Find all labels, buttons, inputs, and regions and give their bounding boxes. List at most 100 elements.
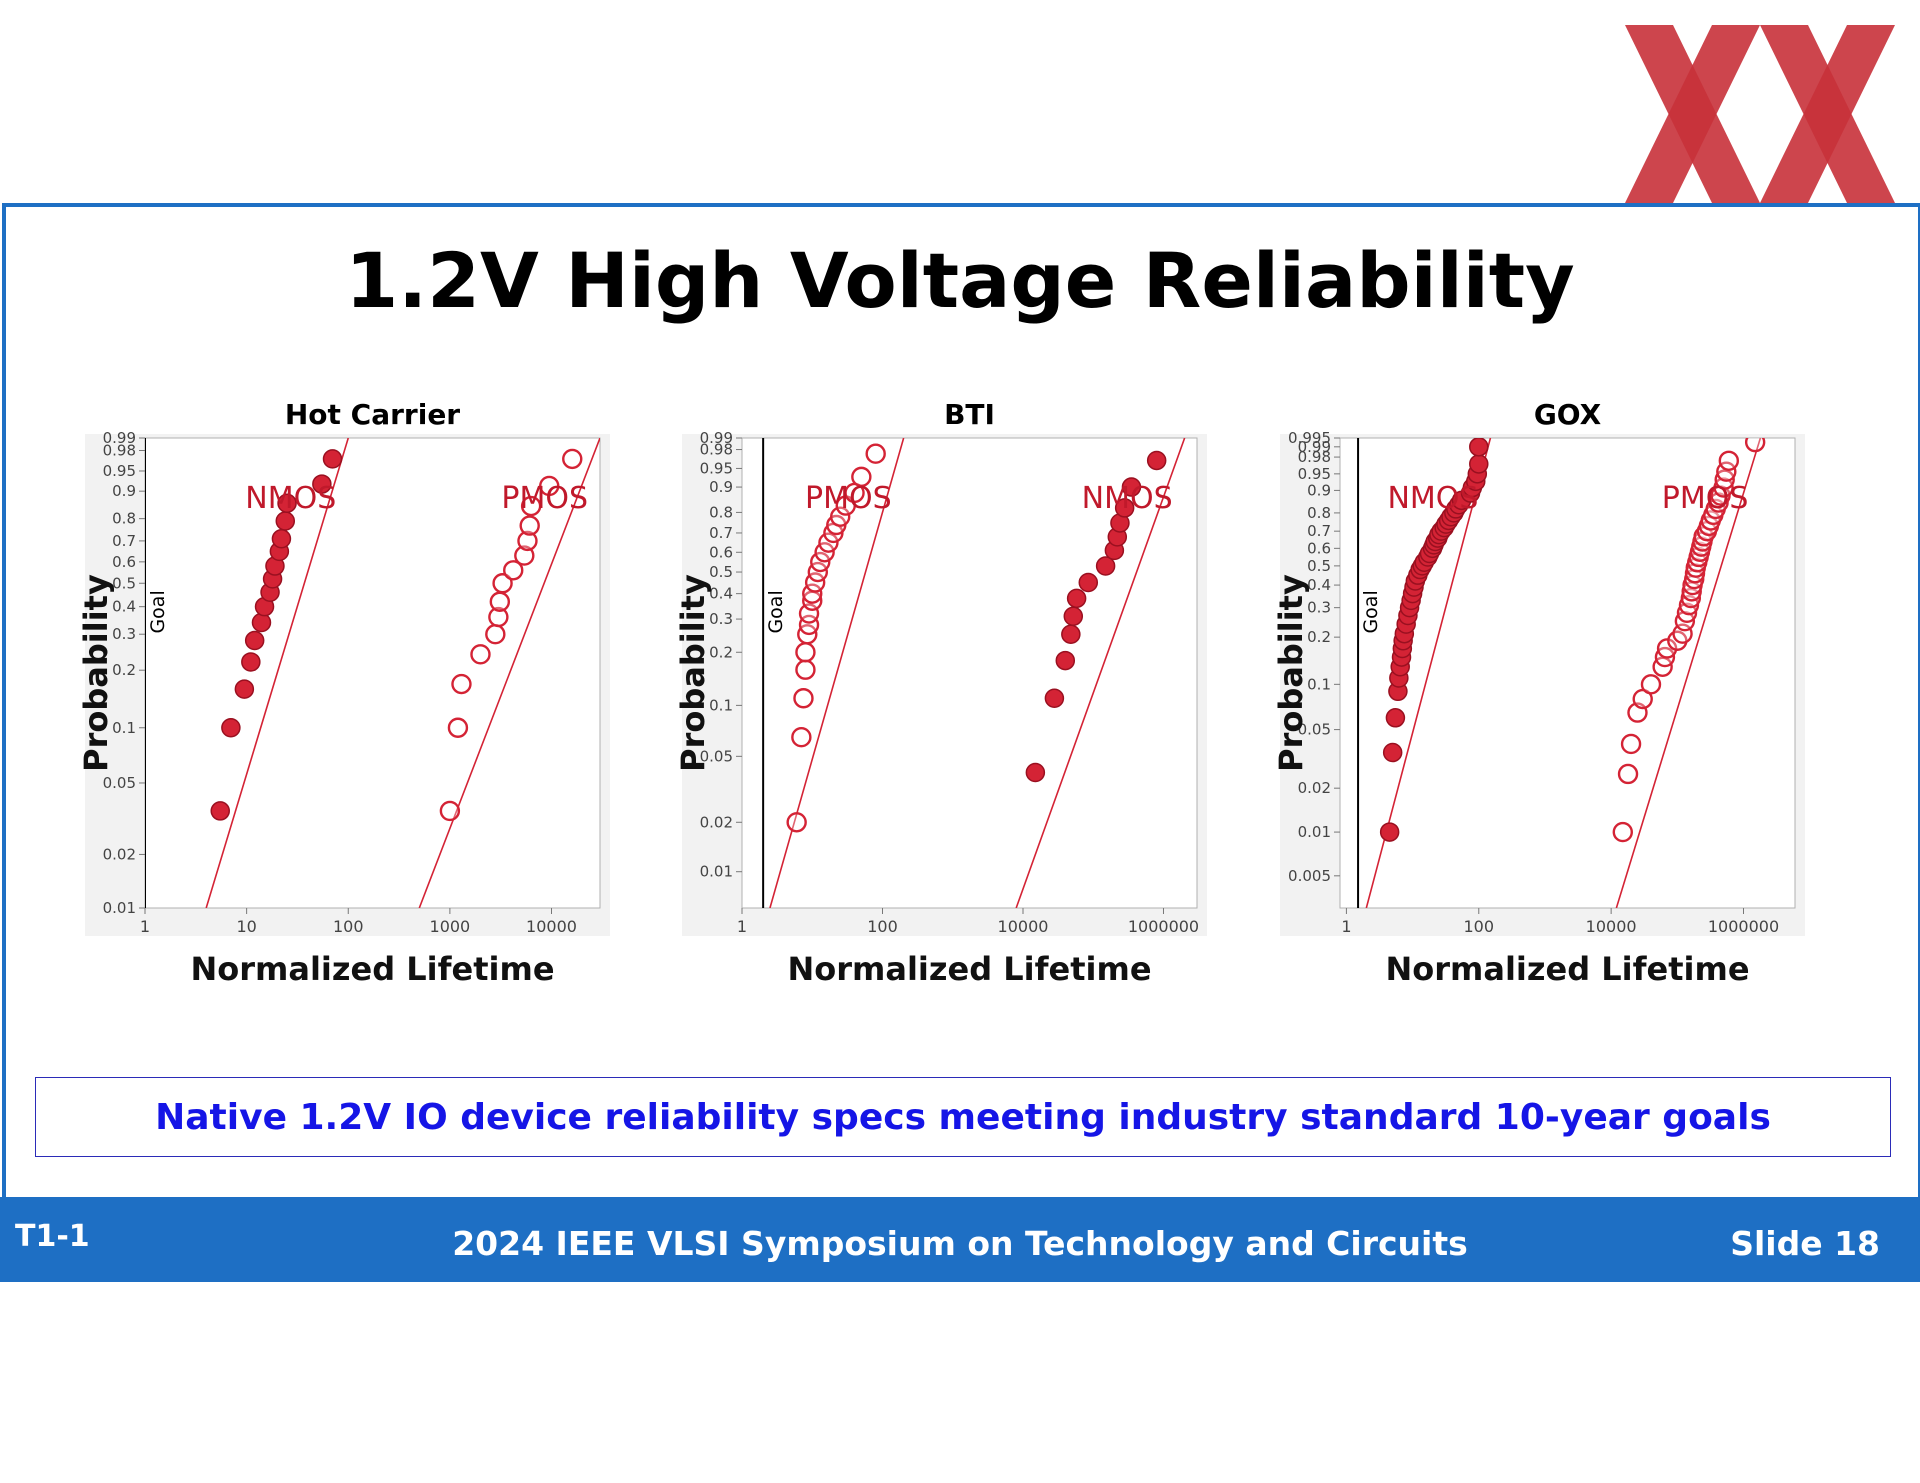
data-point-pmos bbox=[519, 515, 540, 536]
y-tick-label: 0.9 bbox=[112, 482, 136, 500]
data-point-pmos bbox=[1612, 821, 1633, 843]
y-tick-label: 0.95 bbox=[103, 462, 136, 480]
chart-title: GOX bbox=[1534, 398, 1602, 431]
data-point-nmos bbox=[1095, 556, 1116, 576]
data-point-pmos bbox=[503, 560, 524, 581]
data-point-pmos bbox=[793, 688, 814, 709]
y-tick-label: 0.6 bbox=[112, 553, 136, 571]
series-label-nmos: NMOS bbox=[245, 481, 336, 516]
data-point-nmos bbox=[221, 718, 241, 738]
summary-text: Native 1.2V IO device reliability specs … bbox=[155, 1096, 1771, 1138]
data-point-nmos bbox=[1078, 572, 1099, 593]
data-point-nmos bbox=[1385, 708, 1406, 728]
y-tick-label: 0.9 bbox=[709, 478, 733, 496]
data-point-nmos bbox=[312, 474, 332, 494]
y-tick-label: 0.1 bbox=[1307, 675, 1331, 693]
y-tick-label: 0.1 bbox=[112, 719, 136, 737]
data-point-pmos bbox=[1620, 733, 1642, 755]
x-tick-label: 10000 bbox=[998, 917, 1049, 936]
data-point-pmos bbox=[851, 466, 872, 488]
chart-bti: BTI 0.01 0.02 0.05 0.1 0.2 0.3 0.4 0.5 0.6 0.7 0.8 0… bbox=[672, 390, 1252, 990]
footer-bar: T1-1 2024 IEEE VLSI Symposium on Technol… bbox=[0, 1197, 1920, 1282]
data-point-nmos bbox=[271, 529, 292, 549]
data-point-pmos bbox=[786, 812, 807, 833]
y-tick-label: 0.02 bbox=[700, 813, 733, 831]
data-point-pmos bbox=[1617, 763, 1639, 785]
data-point-pmos bbox=[514, 545, 535, 566]
x-tick-label: 100 bbox=[1464, 917, 1495, 936]
data-point-nmos bbox=[1066, 588, 1087, 609]
vlsi-logo-icon bbox=[1625, 25, 1895, 203]
y-tick-label: 0.2 bbox=[1307, 628, 1331, 646]
y-tick-label: 0.5 bbox=[1307, 557, 1331, 575]
y-tick-label: 0.5 bbox=[112, 574, 136, 592]
plot-contents bbox=[762, 438, 1186, 908]
data-point-pmos bbox=[451, 673, 472, 695]
data-point-pmos bbox=[810, 551, 831, 573]
data-point-pmos bbox=[488, 606, 509, 628]
data-point-pmos bbox=[795, 642, 816, 663]
data-point-pmos bbox=[795, 659, 816, 680]
y-tick-label: 0.3 bbox=[112, 625, 136, 643]
fit-line-pmos bbox=[418, 438, 600, 908]
data-point-nmos bbox=[1055, 650, 1076, 671]
series-label-nmos: NMOS bbox=[1082, 481, 1173, 516]
fit-line-nmos bbox=[205, 438, 350, 908]
fit-line-nmos bbox=[1015, 438, 1186, 908]
y-axis-label: Probability bbox=[77, 574, 115, 772]
y-tick-label: 0.02 bbox=[103, 845, 136, 863]
data-point-nmos bbox=[1121, 477, 1142, 497]
x-axis-label: Normalized Lifetime bbox=[1385, 950, 1749, 988]
plot-contents bbox=[145, 438, 600, 908]
y-tick-label: 0.95 bbox=[1298, 465, 1331, 483]
y-tick-label: 0.98 bbox=[1298, 448, 1331, 466]
y-tick-label: 0.995 bbox=[1288, 429, 1331, 447]
data-point-pmos bbox=[830, 506, 851, 527]
goal-label: Goal bbox=[765, 590, 787, 633]
plot-contents bbox=[1357, 438, 1766, 908]
y-tick-label: 0.7 bbox=[112, 532, 136, 550]
chart-title: Hot Carrier bbox=[285, 398, 460, 431]
y-tick-label: 0.8 bbox=[709, 503, 733, 521]
data-point-pmos bbox=[470, 644, 491, 665]
y-tick-label: 0.99 bbox=[700, 429, 733, 447]
x-axis-label: Normalized Lifetime bbox=[190, 950, 554, 988]
y-tick-label: 0.4 bbox=[1307, 576, 1331, 594]
data-point-nmos bbox=[1044, 688, 1065, 708]
data-point-nmos bbox=[1025, 762, 1046, 783]
y-tick-label: 0.05 bbox=[1298, 721, 1331, 739]
session-id: T1-1 bbox=[15, 1219, 90, 1254]
y-tick-label: 0.3 bbox=[709, 610, 733, 628]
data-point-pmos bbox=[492, 573, 513, 594]
y-tick-label: 0.99 bbox=[103, 429, 136, 447]
data-point-nmos bbox=[244, 630, 265, 651]
y-tick-label: 0.8 bbox=[1307, 504, 1331, 522]
data-point-pmos bbox=[818, 532, 839, 553]
y-tick-label: 0.6 bbox=[709, 543, 733, 561]
x-tick-label: 1000000 bbox=[1708, 917, 1779, 936]
conference-name: 2024 IEEE VLSI Symposium on Technology a… bbox=[452, 1224, 1468, 1263]
series-label-pmos: PMOS bbox=[805, 481, 892, 516]
data-point-pmos bbox=[1718, 450, 1740, 471]
fit-line-pmos bbox=[1615, 438, 1762, 908]
y-axis-label: Probability bbox=[1272, 574, 1310, 772]
series-label-pmos: PMOS bbox=[1662, 481, 1749, 516]
y-tick-label: 0.95 bbox=[700, 459, 733, 477]
y-tick-label: 0.9 bbox=[1307, 481, 1331, 499]
data-point-pmos bbox=[439, 800, 461, 822]
data-point-pmos bbox=[865, 443, 886, 464]
data-point-pmos bbox=[791, 727, 812, 748]
y-tick-label: 0.01 bbox=[700, 863, 733, 881]
data-point-pmos bbox=[447, 717, 469, 738]
data-point-nmos bbox=[234, 679, 255, 699]
x-tick-label: 10 bbox=[236, 917, 256, 936]
summary-box: Native 1.2V IO device reliability specs … bbox=[35, 1077, 1891, 1157]
data-point-nmos bbox=[210, 801, 230, 821]
data-point-nmos bbox=[1469, 438, 1489, 457]
y-tick-label: 0.2 bbox=[112, 661, 136, 679]
y-tick-label: 0.98 bbox=[700, 441, 733, 459]
data-point-pmos bbox=[485, 624, 506, 645]
data-point-nmos bbox=[1469, 454, 1489, 474]
y-tick-label: 0.99 bbox=[1298, 438, 1331, 456]
y-tick-label: 0.05 bbox=[103, 774, 136, 792]
